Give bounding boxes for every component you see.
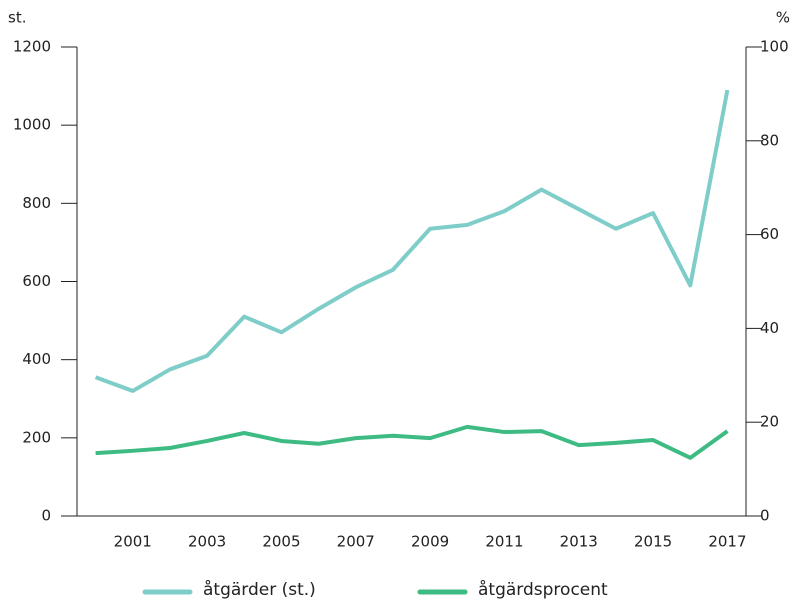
x-tick-label: 2013 (560, 533, 598, 551)
y2-unit-label: % (776, 9, 790, 27)
y2-tick-label: 0 (760, 507, 770, 525)
y-tick-label: 600 (22, 272, 51, 290)
series-line (94, 89, 730, 393)
x-tick-label: 2015 (634, 533, 672, 551)
legend-label: åtgärder (st.) (203, 579, 316, 600)
x-tick-label: 2003 (188, 533, 226, 551)
y-tick-label: 400 (22, 350, 51, 368)
x-tick-label: 2005 (262, 533, 300, 551)
x-tick-label: 2017 (708, 533, 746, 551)
y-tick-label: 0 (41, 507, 51, 525)
y2-tick-label: 40 (760, 319, 779, 337)
x-tick-label: 2009 (411, 533, 449, 551)
x-tick-label: 2011 (485, 533, 523, 551)
x-tick-label: 2007 (337, 533, 375, 551)
y2-tick-label: 100 (760, 38, 789, 56)
y-unit-label: st. (8, 9, 26, 27)
y2-tick-label: 60 (760, 225, 779, 243)
y-tick-label: 1200 (13, 38, 51, 56)
y-tick-label: 800 (22, 194, 51, 212)
y-tick-label: 200 (22, 428, 51, 446)
legend-label: åtgärdsprocent (478, 579, 608, 600)
y2-tick-label: 20 (760, 413, 779, 431)
series-line (95, 424, 729, 460)
y2-tick-label: 80 (760, 131, 779, 149)
x-tick-label: 2001 (114, 533, 152, 551)
y-tick-label: 1000 (13, 116, 51, 134)
